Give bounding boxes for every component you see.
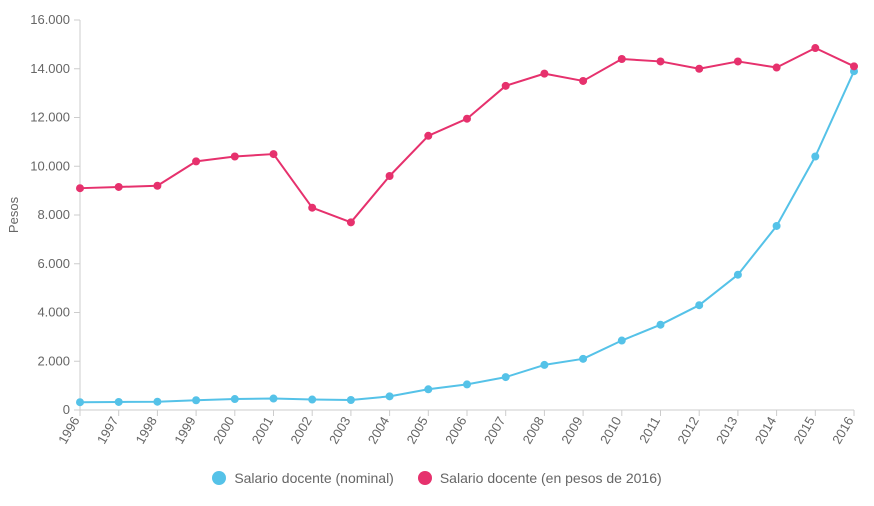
series-marker-0: [424, 385, 432, 393]
series-marker-1: [424, 132, 432, 140]
series-marker-1: [231, 153, 239, 161]
series-marker-0: [540, 361, 548, 369]
y-axis-label: Pesos: [6, 196, 21, 233]
series-marker-1: [850, 62, 858, 70]
legend-label: Salario docente (en pesos de 2016): [440, 470, 662, 486]
series-marker-0: [579, 355, 587, 363]
series-marker-0: [270, 395, 278, 403]
series-marker-0: [76, 398, 84, 406]
series-marker-0: [657, 321, 665, 329]
series-marker-1: [153, 182, 161, 190]
legend-dot-icon: [418, 471, 432, 485]
series-marker-1: [347, 218, 355, 226]
chart-container: 02.0004.0006.0008.00010.00012.00014.0001…: [0, 0, 874, 506]
legend-dot-icon: [212, 471, 226, 485]
series-marker-1: [540, 70, 548, 78]
series-marker-0: [695, 301, 703, 309]
y-tick-label: 6.000: [37, 256, 70, 271]
y-tick-label: 10.000: [30, 158, 70, 173]
series-marker-0: [618, 337, 626, 345]
series-marker-1: [502, 82, 510, 90]
legend-item: Salario docente (nominal): [212, 470, 394, 486]
series-marker-0: [231, 395, 239, 403]
y-tick-label: 4.000: [37, 305, 70, 320]
series-marker-1: [192, 157, 200, 165]
series-marker-0: [502, 373, 510, 381]
series-marker-1: [579, 77, 587, 85]
series-marker-0: [192, 396, 200, 404]
series-marker-1: [618, 55, 626, 63]
series-marker-0: [773, 222, 781, 230]
series-marker-1: [695, 65, 703, 73]
legend-item: Salario docente (en pesos de 2016): [418, 470, 662, 486]
series-marker-1: [76, 184, 84, 192]
legend-label: Salario docente (nominal): [234, 470, 394, 486]
y-tick-label: 2.000: [37, 353, 70, 368]
series-marker-1: [115, 183, 123, 191]
series-marker-0: [734, 271, 742, 279]
series-marker-1: [386, 172, 394, 180]
series-marker-1: [270, 150, 278, 158]
legend: Salario docente (nominal) Salario docente…: [0, 470, 874, 488]
series-marker-0: [463, 380, 471, 388]
y-tick-label: 12.000: [30, 110, 70, 125]
series-marker-1: [773, 64, 781, 72]
y-tick-label: 8.000: [37, 207, 70, 222]
series-marker-0: [347, 396, 355, 404]
y-tick-label: 14.000: [30, 61, 70, 76]
y-tick-label: 16.000: [30, 12, 70, 27]
series-marker-0: [153, 398, 161, 406]
series-marker-0: [811, 153, 819, 161]
series-marker-1: [811, 44, 819, 52]
line-chart: 02.0004.0006.0008.00010.00012.00014.0001…: [0, 0, 874, 506]
series-marker-0: [115, 398, 123, 406]
series-marker-1: [734, 57, 742, 65]
series-marker-1: [657, 57, 665, 65]
series-marker-1: [463, 115, 471, 123]
series-marker-0: [386, 392, 394, 400]
series-marker-1: [308, 204, 316, 212]
series-marker-0: [308, 396, 316, 404]
